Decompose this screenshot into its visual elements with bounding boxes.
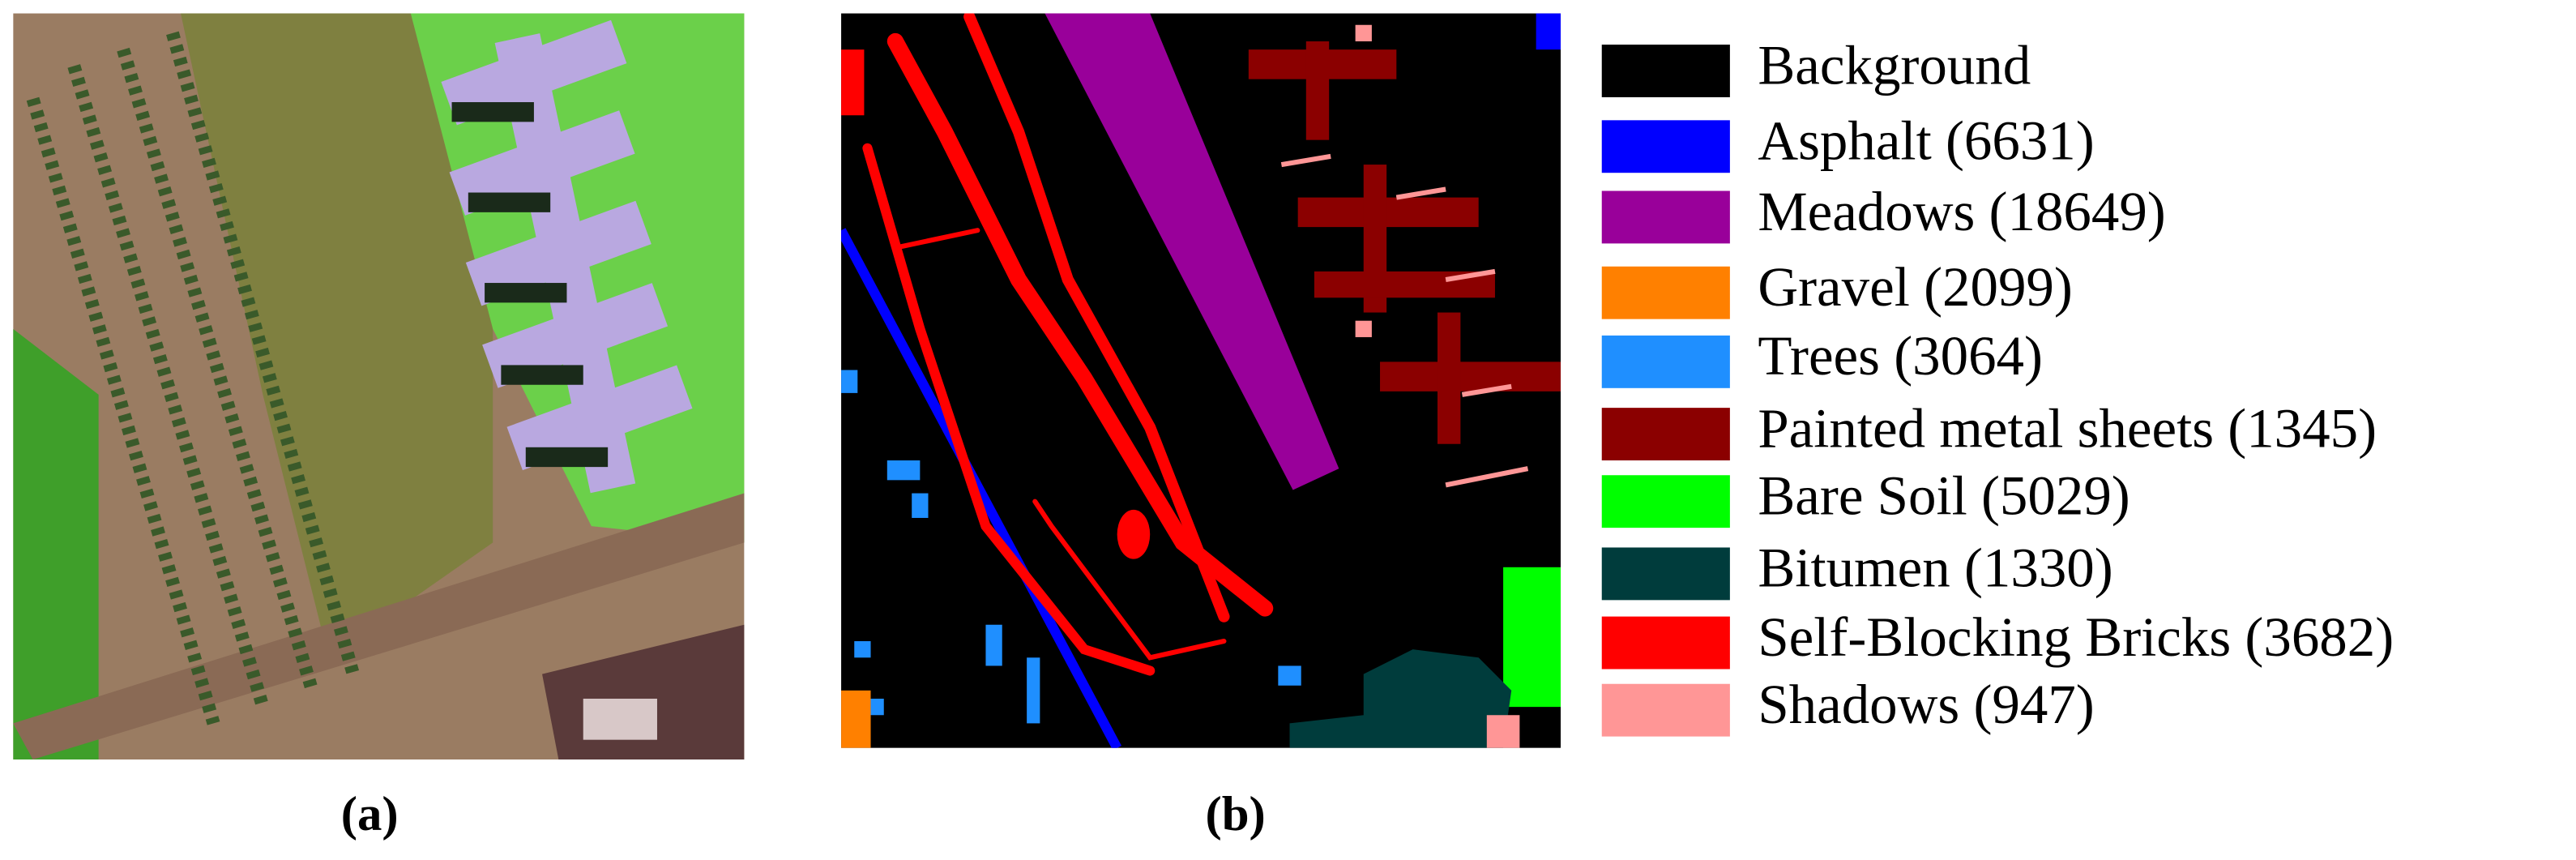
shape [13, 493, 745, 759]
legend-label: Bitumen (1330) [1758, 537, 2112, 599]
panel-b-map [841, 13, 1561, 748]
legend-swatch [1601, 683, 1730, 737]
shape [451, 102, 534, 122]
shape [1117, 509, 1151, 559]
caption: (b) [1205, 787, 1265, 841]
shape [117, 47, 318, 693]
shape [1027, 657, 1040, 724]
shape [1445, 268, 1496, 282]
shape [841, 13, 1561, 748]
shape [181, 13, 493, 658]
legend-label: Background [1758, 34, 2031, 96]
shape [963, 13, 1230, 623]
legend-swatch [1601, 266, 1730, 319]
legend-label: Gravel (2099) [1758, 256, 2073, 318]
shape [1278, 665, 1301, 686]
legend-swatch [1601, 408, 1730, 461]
shape [1297, 197, 1479, 228]
legend-label: Self-Blocking Bricks (3682) [1758, 606, 2394, 668]
shape [870, 698, 884, 716]
legend-label: Trees (3064) [1758, 325, 2043, 387]
shape [1536, 13, 1561, 50]
legend-swatch [1601, 335, 1730, 388]
shape [525, 447, 609, 468]
shape [841, 370, 1301, 724]
legend-swatch [1601, 120, 1730, 173]
shape [841, 370, 858, 393]
shape [451, 102, 609, 468]
shape [67, 64, 270, 709]
legend-label: Shadows (947) [1758, 674, 2094, 735]
shape [441, 19, 693, 494]
shape [1248, 41, 1561, 444]
shape [841, 228, 1122, 748]
shape [501, 365, 583, 385]
legend-swatch [1601, 45, 1730, 97]
legend-swatch [1601, 616, 1730, 670]
shape [1486, 715, 1520, 748]
legend-swatch [1601, 190, 1730, 244]
shape [26, 31, 360, 725]
shape [1437, 312, 1461, 444]
shape [583, 698, 657, 740]
shape [1280, 153, 1331, 168]
shape [862, 143, 1156, 676]
legend-label: Bare Soil (5029) [1758, 465, 2130, 527]
shape [494, 33, 636, 494]
shape [897, 228, 980, 250]
shape [166, 31, 360, 676]
shape [26, 96, 220, 725]
shape [1355, 24, 1372, 42]
shape [841, 690, 871, 748]
legend-label: Painted metal sheets (1345) [1758, 397, 2377, 459]
shape [1380, 362, 1561, 391]
legend-label: Asphalt (6631) [1758, 110, 2094, 172]
caption: (a) [341, 787, 399, 841]
shape [1355, 320, 1372, 337]
shape [1044, 13, 1339, 490]
legend-swatch [1601, 547, 1730, 601]
shape [1503, 567, 1561, 708]
shape [1445, 466, 1529, 488]
shape [13, 328, 99, 759]
shape [912, 493, 929, 518]
shape [1280, 153, 1529, 488]
shape [1395, 186, 1446, 200]
shape [886, 460, 921, 481]
shape [985, 624, 1002, 666]
shape [1461, 383, 1512, 397]
panel-a-image [13, 13, 745, 759]
legend-label: Meadows (18649) [1758, 181, 2165, 242]
shape [862, 13, 1274, 676]
shape [854, 641, 871, 658]
shape [1289, 649, 1512, 748]
shape [13, 13, 745, 759]
legend: Background Asphalt (6631) Meadows (18649) G… [1601, 34, 2394, 737]
shape [1032, 498, 1227, 661]
shape [1305, 41, 1330, 140]
shape [468, 192, 551, 212]
shape [485, 283, 567, 303]
shape [841, 49, 865, 116]
legend-swatch [1601, 475, 1730, 528]
